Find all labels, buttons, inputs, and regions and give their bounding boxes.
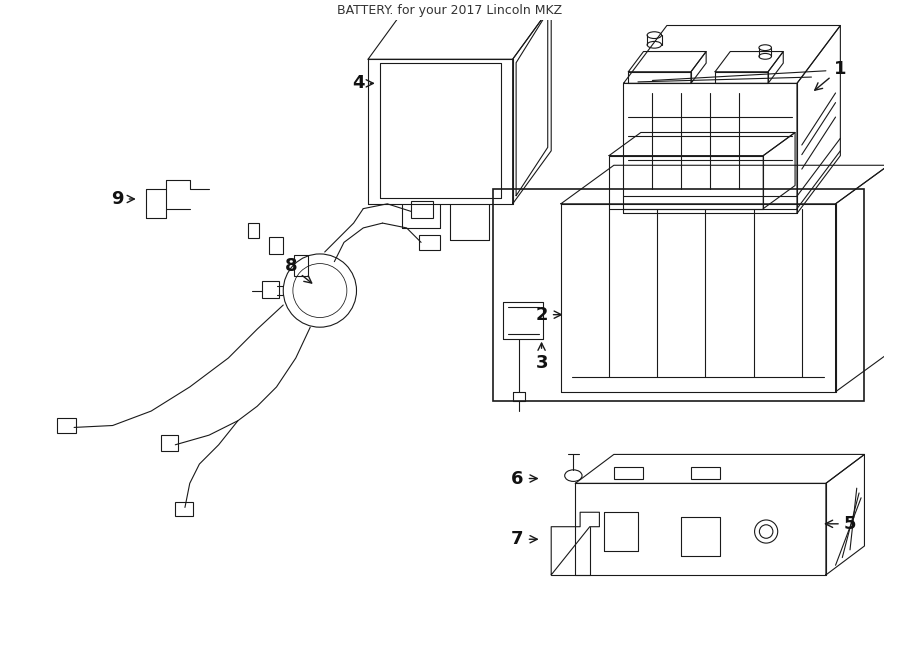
Title: BATTERY. for your 2017 Lincoln MKZ: BATTERY. for your 2017 Lincoln MKZ bbox=[338, 4, 562, 17]
Bar bbox=[262, 281, 279, 298]
Text: 1: 1 bbox=[814, 60, 847, 90]
Bar bbox=[57, 418, 76, 433]
Text: 8: 8 bbox=[284, 258, 311, 283]
Text: 2: 2 bbox=[536, 305, 562, 324]
Text: 4: 4 bbox=[352, 74, 374, 93]
Bar bbox=[161, 435, 178, 451]
Text: 6: 6 bbox=[511, 469, 537, 488]
Text: 3: 3 bbox=[536, 343, 548, 372]
Bar bbox=[691, 467, 720, 479]
Text: 7: 7 bbox=[511, 530, 537, 548]
Bar bbox=[248, 223, 259, 237]
Bar bbox=[614, 467, 643, 479]
Bar bbox=[493, 189, 865, 401]
Text: 5: 5 bbox=[825, 515, 856, 533]
Bar bbox=[176, 502, 193, 516]
Bar bbox=[419, 235, 440, 250]
Bar bbox=[269, 237, 284, 254]
Bar bbox=[411, 201, 433, 218]
Bar bbox=[294, 255, 309, 276]
Text: 9: 9 bbox=[112, 190, 134, 208]
